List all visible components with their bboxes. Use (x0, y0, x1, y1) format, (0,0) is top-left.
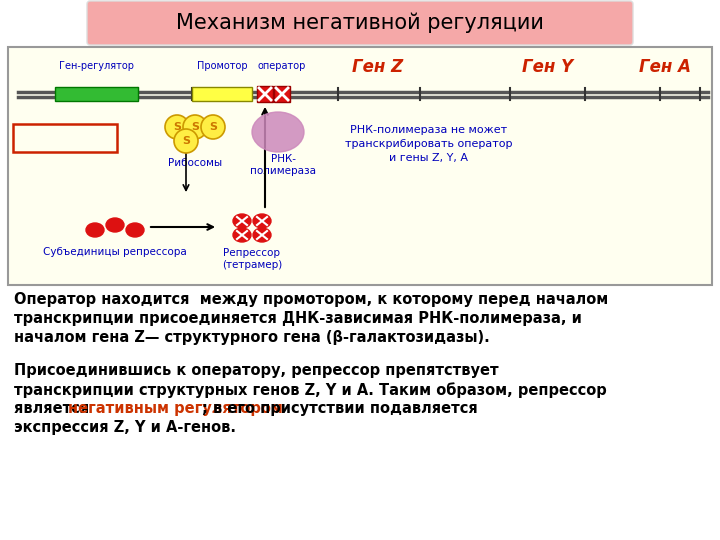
FancyBboxPatch shape (257, 86, 273, 102)
Ellipse shape (253, 228, 271, 242)
Text: РНК-
полимераза: РНК- полимераза (250, 154, 316, 176)
FancyBboxPatch shape (8, 47, 712, 285)
Text: Без индуктора: Без индуктора (22, 133, 109, 143)
Ellipse shape (253, 214, 271, 228)
Text: Присоединившись к оператору, репрессор препятствует: Присоединившись к оператору, репрессор п… (14, 363, 499, 378)
Text: S: S (182, 136, 190, 146)
Text: Ген Z: Ген Z (352, 58, 404, 76)
Ellipse shape (252, 112, 304, 152)
FancyBboxPatch shape (87, 1, 633, 45)
Text: транскрипции присоединяется ДНК-зависимая РНК-полимераза, и: транскрипции присоединяется ДНК-зависима… (14, 311, 582, 326)
FancyBboxPatch shape (55, 87, 138, 101)
Ellipse shape (126, 223, 144, 237)
Text: S: S (209, 122, 217, 132)
Circle shape (174, 129, 198, 153)
Text: является: является (14, 401, 94, 416)
FancyBboxPatch shape (13, 124, 117, 152)
Text: Механизм негативной регуляции: Механизм негативной регуляции (176, 13, 544, 33)
Text: началом гена Z— структурного гена (β-галактозидазы).: началом гена Z— структурного гена (β-гал… (14, 330, 490, 345)
Text: Ген А: Ген А (639, 58, 691, 76)
Circle shape (201, 115, 225, 139)
Text: S: S (191, 122, 199, 132)
Text: оператор: оператор (258, 61, 306, 71)
FancyBboxPatch shape (192, 87, 252, 101)
Circle shape (183, 115, 207, 139)
Text: транскрипции структурных генов Z, Y и А. Таким образом, репрессор: транскрипции структурных генов Z, Y и А.… (14, 382, 607, 398)
Text: Репрессор
(тетрамер): Репрессор (тетрамер) (222, 248, 282, 269)
Text: экспрессия Z, Y и А-генов.: экспрессия Z, Y и А-генов. (14, 420, 236, 435)
Text: S: S (173, 122, 181, 132)
Text: РНК-полимераза не может
транскрибировать оператор
и гены Z, Y, А: РНК-полимераза не может транскрибировать… (345, 125, 513, 163)
Ellipse shape (233, 214, 251, 228)
Text: ; в его присутствии подавляется: ; в его присутствии подавляется (202, 401, 477, 416)
Text: Рибосомы: Рибосомы (168, 158, 222, 168)
Text: Ген Y: Ген Y (523, 58, 574, 76)
Text: Промотор: Промотор (197, 61, 247, 71)
Ellipse shape (86, 223, 104, 237)
FancyBboxPatch shape (274, 86, 290, 102)
Text: Субъединицы репрессора: Субъединицы репрессора (43, 247, 187, 257)
Text: негативным регулятором: негативным регулятором (68, 401, 284, 416)
Text: Оператор находится  между промотором, к которому перед началом: Оператор находится между промотором, к к… (14, 292, 608, 307)
Ellipse shape (233, 228, 251, 242)
Circle shape (165, 115, 189, 139)
Ellipse shape (106, 218, 124, 232)
Text: Ген-регулятор: Ген-регулятор (60, 61, 135, 71)
